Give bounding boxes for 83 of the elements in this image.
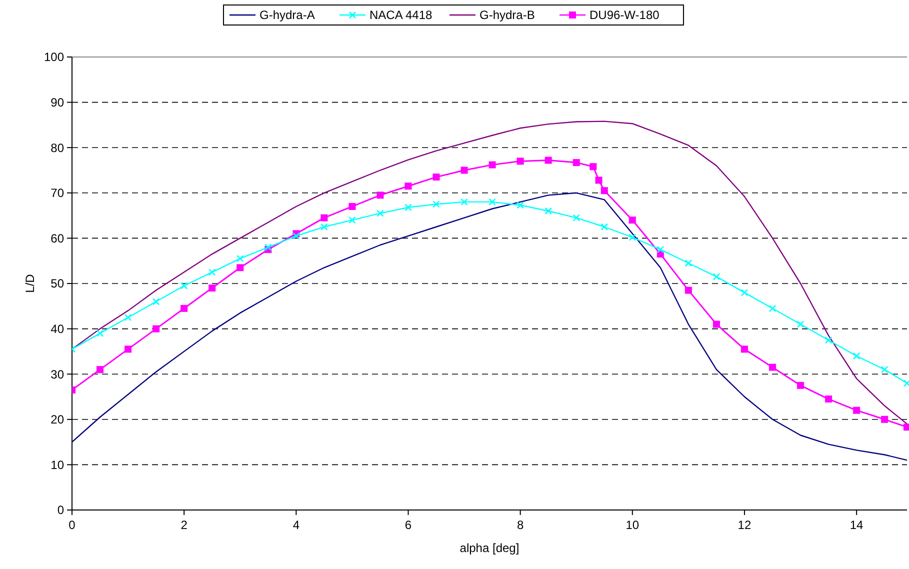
point bbox=[376, 210, 384, 217]
point bbox=[572, 214, 580, 222]
point bbox=[544, 207, 552, 215]
point bbox=[797, 382, 804, 389]
point bbox=[740, 288, 748, 296]
point bbox=[769, 364, 776, 371]
point bbox=[488, 198, 496, 206]
point bbox=[768, 304, 776, 312]
point bbox=[152, 298, 160, 306]
y-tick-label: 90 bbox=[50, 96, 64, 110]
legend-label: G-hydra-A bbox=[260, 8, 315, 22]
point bbox=[460, 166, 468, 174]
point bbox=[628, 234, 636, 241]
point bbox=[432, 174, 440, 181]
point bbox=[236, 254, 244, 262]
point bbox=[590, 163, 597, 170]
y-tick-label: 50 bbox=[50, 276, 64, 291]
x-tick-label: 0 bbox=[68, 518, 76, 532]
point bbox=[796, 320, 804, 328]
x-tick-label: 2 bbox=[180, 518, 188, 532]
point bbox=[208, 268, 216, 276]
point bbox=[516, 158, 524, 165]
y-tick-label: 0 bbox=[57, 503, 64, 518]
x-axis-title: alpha [deg] bbox=[460, 541, 520, 555]
point bbox=[264, 244, 272, 251]
point bbox=[348, 216, 356, 224]
point bbox=[376, 192, 384, 199]
point bbox=[712, 273, 720, 280]
y-tick-label: 20 bbox=[50, 412, 64, 427]
point bbox=[124, 314, 132, 322]
point bbox=[432, 200, 440, 208]
x-tick-label: 14 bbox=[850, 518, 864, 532]
line-series bbox=[72, 192, 908, 461]
point bbox=[124, 346, 132, 353]
legend-label: G-hydra-B bbox=[480, 8, 535, 22]
point bbox=[825, 396, 832, 403]
point bbox=[595, 176, 602, 184]
point bbox=[712, 320, 720, 328]
y-tick-label: 30 bbox=[50, 367, 64, 382]
point bbox=[684, 286, 692, 294]
x-tick-label: 12 bbox=[738, 518, 752, 532]
point bbox=[236, 264, 244, 272]
point bbox=[404, 182, 412, 190]
point bbox=[516, 201, 524, 209]
point bbox=[881, 416, 888, 423]
x-tick-label: 8 bbox=[516, 518, 524, 532]
point bbox=[488, 161, 496, 168]
point bbox=[572, 159, 580, 166]
point bbox=[824, 336, 832, 344]
point bbox=[460, 198, 468, 206]
point bbox=[852, 352, 860, 360]
point bbox=[600, 187, 608, 194]
point bbox=[96, 330, 104, 337]
point bbox=[348, 202, 356, 210]
legend-label: NACA 4418 bbox=[370, 8, 433, 22]
point bbox=[628, 216, 636, 224]
point bbox=[853, 406, 860, 414]
y-axis-title: L/D bbox=[23, 274, 37, 293]
x-tick-label: 4 bbox=[292, 518, 300, 532]
y-tick-label: 60 bbox=[50, 231, 64, 246]
point bbox=[740, 346, 748, 353]
y-tick-label: 10 bbox=[50, 458, 64, 472]
y-tick-label: 80 bbox=[50, 140, 64, 155]
x-tick-label: 10 bbox=[626, 518, 640, 532]
point bbox=[404, 204, 412, 212]
y-tick-label: 40 bbox=[50, 322, 64, 336]
y-tick-label: 70 bbox=[50, 186, 64, 200]
point bbox=[600, 223, 608, 231]
point bbox=[96, 366, 104, 374]
point bbox=[152, 325, 160, 332]
x-tick-label: 6 bbox=[404, 518, 412, 532]
point bbox=[656, 246, 664, 254]
point bbox=[320, 214, 328, 222]
point bbox=[180, 282, 188, 290]
point bbox=[208, 284, 216, 292]
point bbox=[684, 259, 692, 267]
point bbox=[320, 223, 328, 231]
y-tick-label: 100 bbox=[44, 50, 64, 64]
point bbox=[180, 304, 188, 312]
legend-label: DU96-W-180 bbox=[590, 8, 660, 22]
point bbox=[880, 366, 888, 374]
point bbox=[544, 156, 552, 164]
point bbox=[292, 232, 300, 240]
